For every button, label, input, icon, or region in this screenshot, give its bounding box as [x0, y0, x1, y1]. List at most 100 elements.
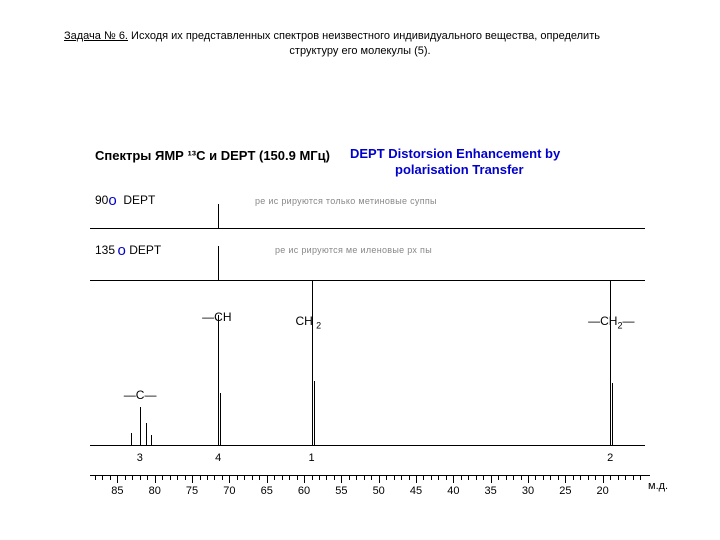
- tick-minor: [132, 475, 133, 480]
- peak-full: [312, 285, 313, 445]
- tick-major: [304, 475, 305, 483]
- tick-major: [192, 475, 193, 483]
- tick-minor: [483, 475, 484, 480]
- tick-minor: [409, 475, 410, 480]
- tick-minor: [185, 475, 186, 480]
- tick-minor: [297, 475, 298, 480]
- tick-minor: [506, 475, 507, 480]
- tick-minor: [521, 475, 522, 480]
- tick-minor: [558, 475, 559, 480]
- tick-minor: [207, 475, 208, 480]
- tick-minor: [177, 475, 178, 480]
- tick-label: 30: [522, 485, 534, 497]
- tick-minor: [349, 475, 350, 480]
- tick-minor: [140, 475, 141, 480]
- tick-minor: [334, 475, 335, 480]
- tick-major: [528, 475, 529, 483]
- tick-minor: [423, 475, 424, 480]
- tick-minor: [550, 475, 551, 480]
- baseline-135: [90, 280, 645, 281]
- tick-minor: [498, 475, 499, 480]
- row-135-dept: DEPT: [129, 243, 161, 257]
- peak-135: [218, 246, 219, 280]
- tick-minor: [371, 475, 372, 480]
- tick-minor: [162, 475, 163, 480]
- tick-minor: [282, 475, 283, 480]
- tick-label: 40: [447, 485, 459, 497]
- peak-number: 3: [137, 452, 143, 464]
- peak-full-minor: [612, 383, 613, 445]
- axis-unit: м.д.: [648, 480, 668, 492]
- tick-label: 35: [485, 485, 497, 497]
- tick-major: [229, 475, 230, 483]
- tick-label: 45: [410, 485, 422, 497]
- peak-full-minor: [220, 393, 221, 445]
- tick-minor: [312, 475, 313, 480]
- row-90-desc: ре ис рируются только метиновые суппы: [255, 196, 437, 206]
- tick-minor: [170, 475, 171, 480]
- tick-minor: [237, 475, 238, 480]
- peak-full-minor: [314, 381, 315, 445]
- tick-minor: [214, 475, 215, 480]
- row-135-desc: ре ис рируются ме иленовые рх пы: [275, 245, 432, 255]
- tick-minor: [640, 475, 641, 480]
- peak-label: —CH: [202, 310, 231, 324]
- tick-minor: [319, 475, 320, 480]
- tick-minor: [110, 475, 111, 480]
- peak-full: [218, 315, 219, 445]
- tick-minor: [244, 475, 245, 480]
- tick-minor: [580, 475, 581, 480]
- tick-minor: [438, 475, 439, 480]
- tick-minor: [401, 475, 402, 480]
- tick-minor: [573, 475, 574, 480]
- tick-major: [117, 475, 118, 483]
- tick-minor: [386, 475, 387, 480]
- row-90-deg: o: [108, 192, 116, 209]
- task-number: Задача № 6.: [64, 30, 128, 42]
- tick-minor: [394, 475, 395, 480]
- tick-minor: [625, 475, 626, 480]
- peak-noise: [146, 423, 147, 445]
- tick-minor: [364, 475, 365, 480]
- tick-label: 75: [186, 485, 198, 497]
- row-135-angle: 135: [95, 243, 115, 257]
- tick-minor: [259, 475, 260, 480]
- peak-full: [140, 407, 141, 445]
- tick-minor: [431, 475, 432, 480]
- tick-minor: [222, 475, 223, 480]
- tick-major: [453, 475, 454, 483]
- task-line-1: Задача № 6. Исходя их представленных спе…: [64, 30, 680, 42]
- row-135-label: 135 o DEPT: [95, 241, 161, 259]
- baseline-full: [90, 445, 645, 446]
- tick-major: [341, 475, 342, 483]
- tick-minor: [535, 475, 536, 480]
- tick-major: [379, 475, 380, 483]
- tick-minor: [446, 475, 447, 480]
- task-text-2: структуру его молекулы (5).: [289, 45, 430, 57]
- tick-major: [603, 475, 604, 483]
- tick-major: [416, 475, 417, 483]
- tick-minor: [618, 475, 619, 480]
- baseline-90: [90, 228, 645, 229]
- tick-major: [267, 475, 268, 483]
- row-135-deg: o: [118, 242, 126, 259]
- tick-label: 60: [298, 485, 310, 497]
- spectra-title: Спектры ЯМР ¹³С и DEPT (150.9 МГц): [95, 148, 330, 163]
- peak-noise: [151, 435, 152, 445]
- tick-minor: [147, 475, 148, 480]
- peak-noise: [131, 433, 132, 445]
- tick-label: 25: [559, 485, 571, 497]
- tick-minor: [102, 475, 103, 480]
- task-line-2: структуру его молекулы (5).: [0, 45, 720, 57]
- tick-label: 65: [261, 485, 273, 497]
- peak-label: —C—: [124, 388, 157, 402]
- peak-number: 2: [607, 452, 613, 464]
- tick-major: [491, 475, 492, 483]
- dept-title-2: polarisation Transfer: [395, 162, 524, 177]
- tick-label: 55: [335, 485, 347, 497]
- tick-minor: [468, 475, 469, 480]
- tick-minor: [476, 475, 477, 480]
- tick-label: 80: [149, 485, 161, 497]
- tick-minor: [289, 475, 290, 480]
- tick-minor: [588, 475, 589, 480]
